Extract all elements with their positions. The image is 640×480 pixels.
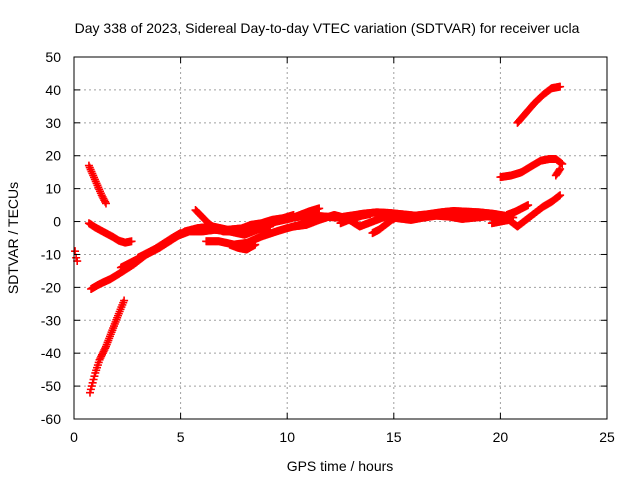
data-point <box>366 209 375 218</box>
y-tick-label: -30 <box>41 312 61 328</box>
y-tick-label: 30 <box>45 115 61 131</box>
data-point <box>556 82 565 91</box>
x-tick-label: 5 <box>177 429 185 445</box>
y-axis-title: SDTVAR / TECUs <box>5 182 21 294</box>
series-track-17 <box>551 164 565 180</box>
y-tick-label: 0 <box>53 214 61 230</box>
series-track-14 <box>487 191 565 231</box>
data-point <box>524 201 533 210</box>
x-tick-label: 15 <box>386 429 402 445</box>
y-tick-label: 20 <box>45 148 61 164</box>
x-tick-label: 10 <box>279 429 295 445</box>
series-track-18 <box>513 82 565 127</box>
data-point <box>101 197 110 206</box>
y-tick-label: -60 <box>41 411 61 427</box>
data-point <box>315 204 324 213</box>
data-point <box>127 237 136 246</box>
y-tick-label: -40 <box>41 345 61 361</box>
y-tick-label: 10 <box>45 181 61 197</box>
series-track-1 <box>84 161 110 208</box>
series-track-2 <box>84 219 136 247</box>
data-marks <box>71 82 567 397</box>
y-tick-label: 50 <box>45 49 61 65</box>
chart-title: Day 338 of 2023, Sidereal Day-to-day VTE… <box>75 20 580 36</box>
data-point <box>120 296 129 305</box>
data-point <box>558 159 567 168</box>
series-track-12 <box>336 209 375 228</box>
data-point <box>73 257 82 266</box>
x-tick-label: 0 <box>70 429 78 445</box>
data-point <box>251 240 260 249</box>
y-tick-label: -10 <box>41 246 61 262</box>
data-point <box>556 164 565 173</box>
y-tick-label: -50 <box>41 378 61 394</box>
data-point <box>394 212 403 221</box>
plot-frame <box>73 56 608 420</box>
series-track-15 <box>502 201 533 219</box>
series-track-9 <box>225 240 260 254</box>
x-axis-title: GPS time / hours <box>287 458 394 474</box>
series-track-7 <box>191 206 298 236</box>
series-track-13 <box>368 212 403 238</box>
y-tick-label: 40 <box>45 82 61 98</box>
data-point <box>71 247 80 256</box>
data-point <box>555 166 564 175</box>
series-track-16 <box>496 155 567 182</box>
series-track-19 <box>71 247 82 266</box>
x-tick-label: 20 <box>493 429 509 445</box>
x-tick-label: 25 <box>599 429 615 445</box>
series-track-3 <box>85 296 129 397</box>
y-tick-label: -20 <box>41 279 61 295</box>
axes: 0 5 10 15 20 25 -60 -50 -40 -30 -20 -10 0 10 20 30 40 50 <box>41 49 615 445</box>
data-point <box>101 199 110 208</box>
data-point <box>556 191 565 200</box>
